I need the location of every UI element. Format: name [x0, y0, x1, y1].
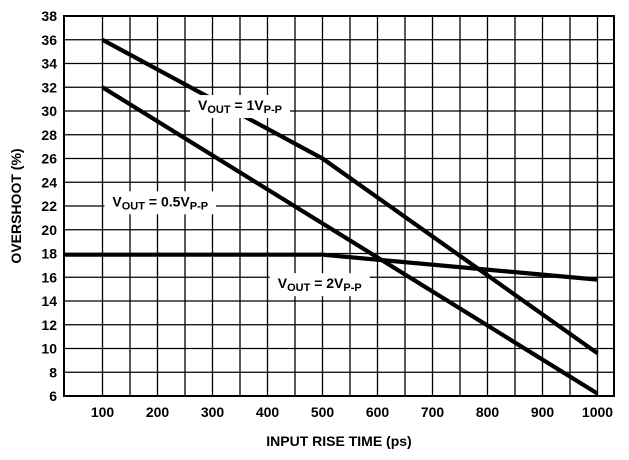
plot-frame [63, 15, 615, 397]
y-tick-label: 16 [41, 269, 57, 285]
x-tick-labels: 100 200 300 400 500 600 700 800 900 1000 [91, 404, 613, 420]
series-line-3 [64, 252, 598, 282]
y-tick-label: 14 [41, 293, 57, 309]
series-label-text: VOUT = 0.5VP-P [112, 193, 208, 212]
x-tick-label: 1000 [582, 404, 613, 420]
x-tick-label: 400 [256, 404, 280, 420]
y-tick-labels: 6 8 10 12 14 16 18 20 22 24 26 28 30 32 34 36 38 [41, 8, 57, 404]
y-tick-label: 12 [41, 317, 57, 333]
series-labels: VOUT = 1VP-P VOUT = 0.5VP-P VOUT = 2VP-P [104, 95, 370, 297]
y-tick-label: 32 [41, 79, 57, 95]
x-tick-label: 500 [311, 404, 335, 420]
y-tick-label: 24 [41, 174, 57, 190]
x-tick-label: 100 [91, 404, 115, 420]
y-tick-label: 34 [41, 56, 57, 72]
x-tick-label: 600 [366, 404, 390, 420]
x-tick-label: 300 [201, 404, 225, 420]
x-tick-label: 200 [146, 404, 170, 420]
series-label-bg [104, 191, 217, 215]
series-line-2 [101, 85, 599, 396]
y-tick-label: 22 [41, 198, 57, 214]
series-label-bg [269, 273, 370, 297]
y-tick-label: 26 [41, 151, 57, 167]
series-lines [64, 37, 599, 396]
y-axis-title: OVERSHOOT (%) [8, 148, 24, 263]
y-tick-label: 30 [41, 103, 57, 119]
series-label-1: VOUT = 1VP-P [189, 95, 291, 119]
y-tick-label: 20 [41, 222, 57, 238]
y-tick-label: 8 [49, 364, 57, 380]
series-label-text: VOUT = 1VP-P [198, 97, 282, 116]
series-label-2: VOUT = 0.5VP-P [104, 191, 217, 215]
y-tick-label: 10 [41, 341, 57, 357]
series-label-text: VOUT = 2VP-P [278, 275, 362, 294]
y-tick-label: 6 [49, 388, 57, 404]
x-tick-label: 900 [531, 404, 555, 420]
x-tick-label: 700 [421, 404, 445, 420]
series-label-3: VOUT = 2VP-P [269, 273, 370, 297]
y-tick-label: 28 [41, 127, 57, 143]
y-tick-label: 38 [41, 8, 57, 24]
x-axis-title: INPUT RISE TIME (ps) [266, 433, 411, 449]
y-tick-label: 36 [41, 32, 57, 48]
x-tick-label: 800 [476, 404, 500, 420]
y-tick-label: 18 [41, 246, 57, 262]
series-line-1 [101, 37, 599, 356]
series-label-bg [189, 95, 291, 119]
